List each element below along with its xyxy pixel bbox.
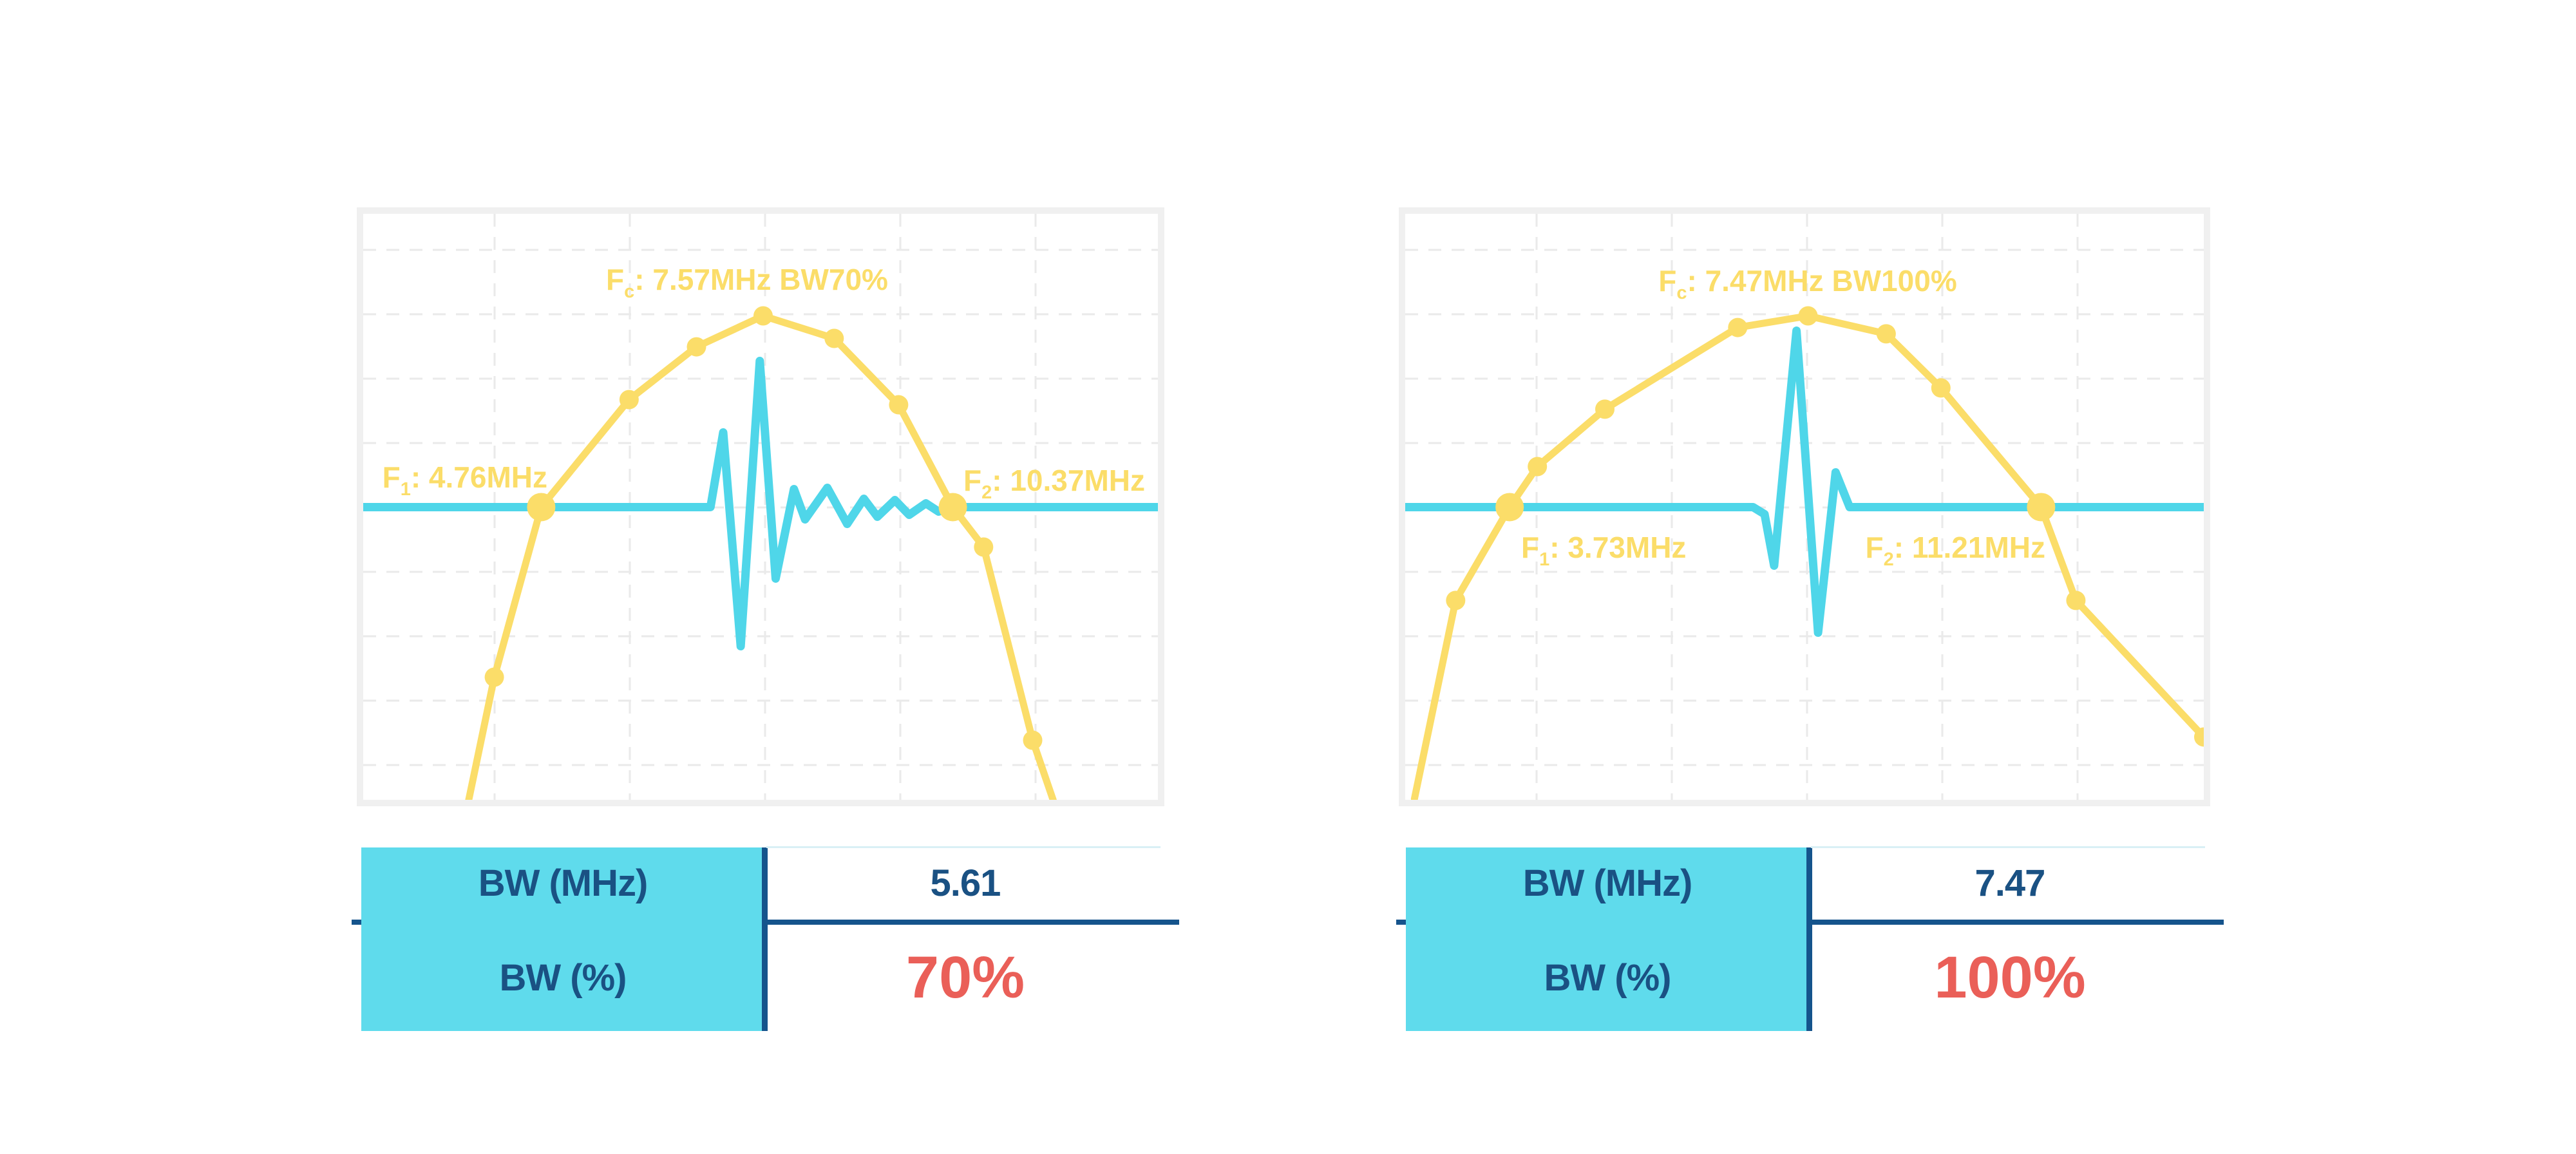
spectrum-dot: [1876, 324, 1896, 344]
table-column-divider: [762, 847, 768, 1031]
spectrum-dot: [2066, 591, 2086, 610]
bw-mhz-label-cell: BW (MHz): [1522, 862, 1693, 904]
table-top-line: [766, 846, 1160, 848]
bw-mhz-value-cell: 5.61: [930, 862, 1001, 904]
spectrum-dot: [889, 395, 909, 415]
spectrum-curve: [465, 312, 1057, 800]
pulse-waveform: [363, 356, 1158, 651]
chart-right: Fc: 7.47MHz BW100% F1: 3.73MHz F2: 11.21MH…: [1399, 207, 2210, 806]
spectrum-dot: [753, 306, 773, 326]
spectrum-dot: [974, 537, 994, 557]
spectrum-dot: [1446, 591, 1466, 610]
spectrum-dot: [2194, 727, 2204, 747]
spectrum-dot: [619, 390, 639, 410]
bw-mhz-value-cell: 7.47: [1975, 862, 2046, 904]
spectrum-dot: [687, 337, 706, 357]
chart-left: Fc: 7.57MHz BW70% F1: 4.76MHz F2: 10.37MHz: [357, 207, 1164, 806]
bw-pct-label-cell: BW (%): [1544, 956, 1672, 999]
table-header-column: [1406, 847, 1809, 1031]
band-edge-dot: [938, 493, 967, 522]
spectrum-dot: [1931, 378, 1951, 398]
bw-pct-value-cell: 100%: [1934, 944, 2086, 1010]
bw-pct-value-cell: 70%: [905, 944, 1025, 1010]
spectrum-dot: [824, 328, 844, 348]
f1-annotation: F1: 3.73MHz: [1521, 531, 1686, 570]
spectrum-curve: [1410, 312, 2204, 800]
bw-table-right: BW (MHz) 7.47 BW (%) 100%: [1396, 846, 2227, 1036]
table-top-line: [1811, 846, 2205, 848]
f2-annotation: F2: 10.37MHz: [963, 464, 1145, 503]
spectrum-dot: [1728, 317, 1748, 337]
f1-annotation: F1: 4.76MHz: [383, 460, 547, 500]
spectrum-dot: [1595, 399, 1615, 419]
band-edge-dot: [2027, 493, 2056, 522]
spectrum-dot: [1528, 457, 1548, 477]
band-edge-dot: [1495, 493, 1524, 522]
spectrum-dot: [1023, 730, 1043, 750]
table-header-column: [361, 847, 764, 1031]
spectrum-dot: [484, 667, 504, 687]
bw-table-left: BW (MHz) 5.61 BW (%) 70%: [352, 846, 1182, 1036]
spectrum-dots: [1446, 306, 2204, 747]
f2-annotation: F2: 11.21MHz: [1866, 531, 2045, 570]
pulse-waveform: [1405, 326, 2204, 638]
band-edge-dot: [527, 493, 556, 522]
bw-mhz-label-cell: BW (MHz): [478, 862, 649, 904]
spectrum-dots: [484, 306, 1043, 750]
table-column-divider: [1806, 847, 1812, 1031]
fc-annotation: Fc: 7.47MHz BW100%: [1658, 264, 1956, 303]
spectrum-dot: [1798, 306, 1818, 326]
bw-pct-label-cell: BW (%): [499, 956, 627, 999]
fc-annotation: Fc: 7.57MHz BW70%: [606, 263, 888, 302]
